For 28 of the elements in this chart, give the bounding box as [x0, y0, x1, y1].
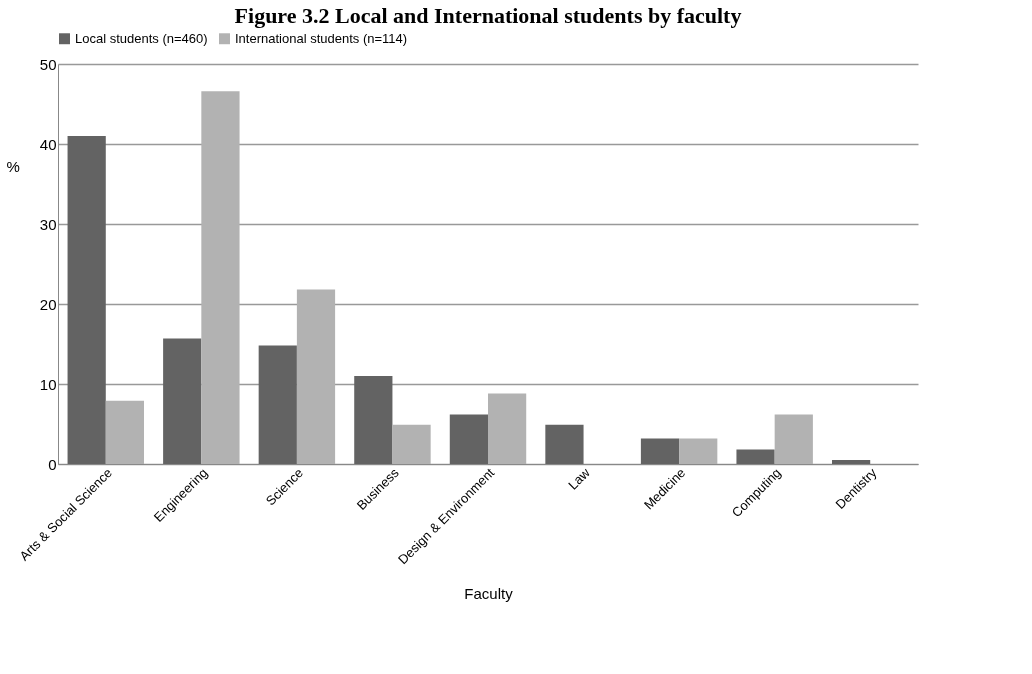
bar — [449, 414, 488, 464]
x-tick-label: Law — [565, 464, 594, 493]
bar — [258, 345, 297, 464]
y-tick-label: 10 — [39, 375, 57, 393]
y-tick-label: 0 — [48, 455, 57, 473]
bar — [392, 424, 431, 464]
bar — [736, 449, 775, 464]
bar — [774, 414, 813, 464]
y-tick-label: 40 — [39, 135, 57, 153]
y-tick-label: 20 — [39, 295, 57, 313]
y-tick-label: 50 — [39, 55, 57, 73]
bar — [545, 424, 584, 464]
chart-title: Figure 3.2 Local and International students by faculty — [234, 3, 742, 28]
y-axis-title: % — [6, 157, 20, 175]
legend-label: Local students (n=460) — [75, 30, 208, 46]
bar — [296, 289, 336, 464]
y-tick-label: 30 — [39, 215, 57, 233]
bar — [163, 338, 202, 464]
bar — [488, 393, 527, 464]
bar — [679, 438, 718, 464]
bar — [640, 438, 680, 464]
x-axis-title: Faculty — [464, 585, 514, 603]
bar — [67, 136, 106, 464]
bar — [201, 91, 240, 464]
bar — [354, 376, 393, 464]
bar — [105, 400, 144, 464]
legend-label: International students (n=114) — [235, 30, 408, 46]
bar — [832, 460, 871, 464]
